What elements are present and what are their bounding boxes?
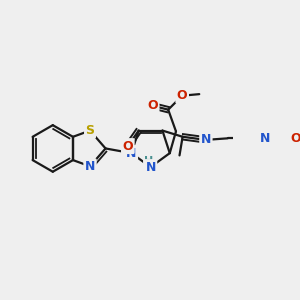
- Text: N: N: [126, 147, 136, 160]
- Text: O: O: [122, 140, 133, 153]
- Text: O: O: [147, 99, 158, 112]
- Text: H: H: [144, 156, 154, 166]
- Text: H: H: [146, 162, 155, 172]
- Text: O: O: [291, 132, 300, 145]
- Text: N: N: [85, 160, 95, 173]
- Text: N: N: [260, 132, 270, 145]
- Text: S: S: [85, 124, 94, 137]
- Text: N: N: [146, 160, 156, 174]
- Text: N: N: [201, 134, 211, 146]
- Text: O: O: [177, 89, 188, 102]
